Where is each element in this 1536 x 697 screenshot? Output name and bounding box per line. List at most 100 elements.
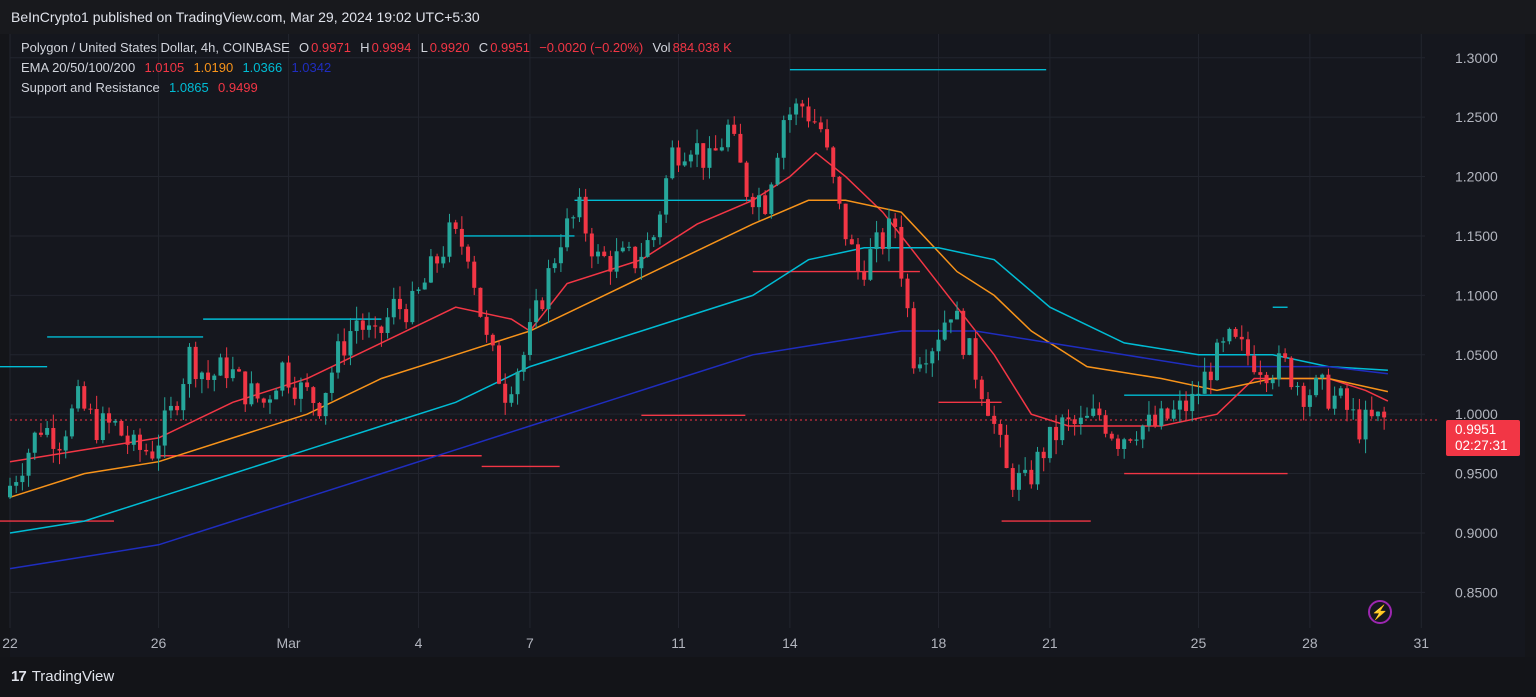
candle-body <box>342 341 347 356</box>
ema100-value: 1.0366 <box>242 60 283 75</box>
candle-body <box>150 451 155 459</box>
legend-ohlc[interactable]: Polygon / United States Dollar, 4h, COIN… <box>21 40 734 55</box>
ema-label: EMA 20/50/100/200 <box>21 60 136 75</box>
candle-body <box>82 386 87 409</box>
candle-body <box>657 214 662 238</box>
y-tick-label: 1.3000 <box>1455 50 1498 66</box>
candle-body <box>812 121 817 123</box>
candle-body <box>1375 411 1380 417</box>
x-tick-label: 18 <box>931 635 947 651</box>
candle-body <box>373 325 378 327</box>
candle-body <box>1357 409 1362 440</box>
x-tick-label: 22 <box>2 635 18 651</box>
symbol-label: Polygon / United States Dollar, 4h, COIN… <box>21 40 290 55</box>
candle-body <box>1023 469 1028 473</box>
candle-body <box>750 196 755 208</box>
candle-body <box>255 383 260 399</box>
candle-body <box>825 129 830 148</box>
tradingview-brand[interactable]: 17 TradingView <box>11 668 114 685</box>
candle-body <box>125 435 130 445</box>
candle-body <box>1140 425 1145 440</box>
candle-body <box>1338 388 1343 396</box>
candle-body <box>1227 328 1232 342</box>
low-label: L <box>420 40 428 55</box>
candle-body <box>1177 400 1182 410</box>
candle-body <box>886 218 891 249</box>
candle-body <box>695 143 700 155</box>
candle-body <box>1245 339 1250 356</box>
candle-body <box>305 382 310 388</box>
candle-body <box>874 232 879 250</box>
candle-body <box>639 256 644 269</box>
x-tick-label: 11 <box>671 635 686 651</box>
candle-body <box>51 427 56 449</box>
candle-body <box>1122 439 1127 449</box>
candle-body <box>156 445 161 459</box>
candle-body <box>490 334 495 346</box>
candle-body <box>515 371 520 395</box>
candle-body <box>391 298 396 318</box>
candle-body <box>267 399 272 403</box>
candle-body <box>181 384 186 411</box>
candle-body <box>862 271 867 280</box>
candle-body <box>230 369 235 379</box>
candle-body <box>1134 439 1139 441</box>
candle-body <box>509 394 514 403</box>
candle-body <box>546 268 551 310</box>
candle-body <box>527 322 532 356</box>
candle-body <box>1295 385 1300 388</box>
x-tick-label: 7 <box>526 635 534 651</box>
candle-body <box>410 290 415 323</box>
candle-body <box>1283 353 1288 358</box>
sr-support-value: 0.9499 <box>218 80 258 95</box>
ema-line-50 <box>9 199 1389 499</box>
candle-body <box>1289 357 1294 388</box>
candle-body <box>856 244 861 272</box>
close-value: 0.9951 <box>490 40 530 55</box>
tradingview-logo-icon: 17 <box>11 668 27 685</box>
candle-body <box>224 357 229 379</box>
candle-body <box>1146 414 1151 426</box>
candle-body <box>1258 372 1263 375</box>
y-tick-label: 1.0500 <box>1455 347 1498 363</box>
candle-body <box>1221 341 1226 343</box>
candle-body <box>626 246 631 248</box>
candle-body <box>899 226 904 279</box>
support-resistance-levels <box>0 68 1288 522</box>
candle-body <box>1382 411 1387 418</box>
lightning-icon[interactable]: ⚡ <box>1368 600 1392 624</box>
legend-sr[interactable]: Support and Resistance 1.0865 0.9499 <box>21 80 260 95</box>
legend-ema[interactable]: EMA 20/50/100/200 1.0105 1.0190 1.0366 1… <box>21 60 333 75</box>
candle-body <box>868 249 873 280</box>
candle-body <box>8 485 12 498</box>
candle-body <box>261 398 266 403</box>
ema-line-20 <box>9 151 1389 463</box>
publish-info: BeInCrypto1 published on TradingView.com… <box>11 9 480 25</box>
candle-body <box>14 482 19 486</box>
candle-body <box>583 196 588 234</box>
chart-panel[interactable] <box>10 34 1525 657</box>
candle-body <box>1301 385 1306 407</box>
candle-body <box>775 157 780 185</box>
candle-body <box>1196 393 1201 395</box>
y-tick-label: 1.0000 <box>1455 406 1498 422</box>
y-tick-label: 0.9000 <box>1455 525 1498 541</box>
candle-body <box>69 408 74 437</box>
candle-body <box>379 326 384 333</box>
candle-body <box>385 317 390 333</box>
close-label: C <box>478 40 489 55</box>
candle-body <box>633 246 638 269</box>
candle-body <box>1369 409 1374 417</box>
last-price-value: 0.9951 <box>1455 422 1497 437</box>
candle-body <box>428 256 433 283</box>
candle-body <box>794 103 799 115</box>
candle-body <box>1097 408 1102 416</box>
candle-body <box>521 355 526 372</box>
candle-body <box>756 195 761 208</box>
candle-body <box>57 448 62 451</box>
candle-body <box>571 217 576 219</box>
bar-countdown: 02:27:31 <box>1455 438 1508 453</box>
candle-body <box>1270 379 1275 384</box>
candle-body <box>38 432 43 435</box>
